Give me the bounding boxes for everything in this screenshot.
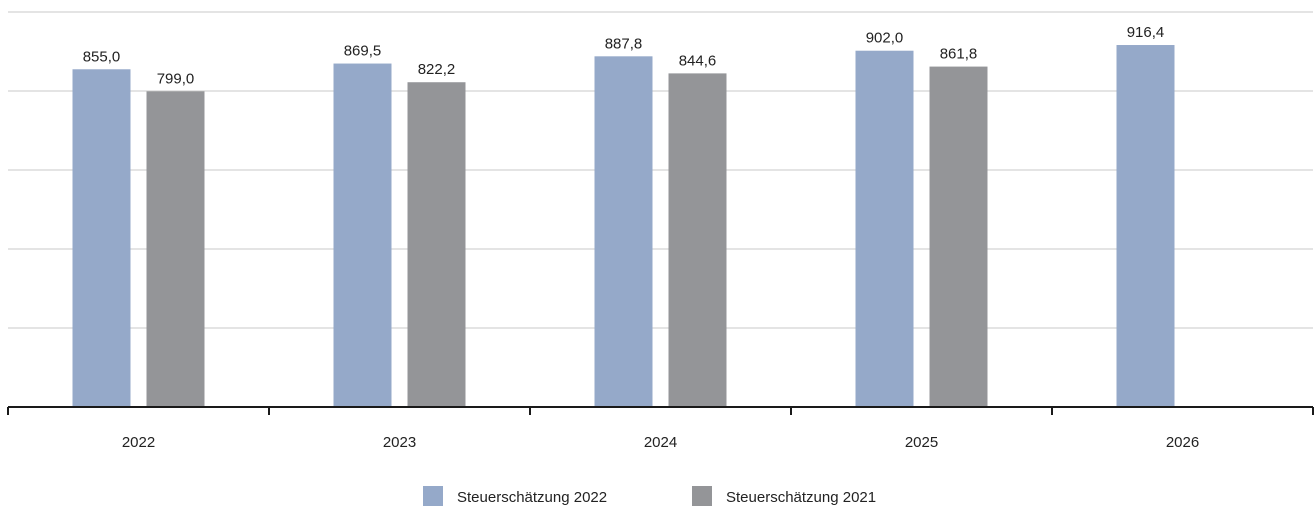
value-label: 799,0 xyxy=(157,70,195,87)
value-labels: 855,0 799,0 869,5 822,2 887,8 844,6 902,0 861,8… xyxy=(83,24,1165,87)
legend-label: Steuerschätzung 2022 xyxy=(457,489,607,506)
value-label: 844,6 xyxy=(679,52,717,69)
gridlines xyxy=(8,11,1313,329)
value-label: 887,8 xyxy=(605,35,643,52)
bars xyxy=(72,45,1175,408)
x-tick-label: 2026 xyxy=(1166,434,1199,451)
x-tick-label: 2025 xyxy=(905,434,938,451)
value-label: 855,0 xyxy=(83,48,121,65)
legend-swatch xyxy=(423,486,443,506)
bar-series-2-2024 xyxy=(668,73,727,408)
value-label: 869,5 xyxy=(344,43,382,60)
legend-label: Steuerschätzung 2021 xyxy=(726,489,876,506)
x-tick-label: 2022 xyxy=(122,434,155,451)
legend: Steuerschätzung 2022 Steuerschätzung 2021 xyxy=(423,486,876,506)
value-label: 916,4 xyxy=(1127,24,1165,41)
value-label: 861,8 xyxy=(940,46,978,63)
legend-swatch xyxy=(692,486,712,506)
bar-series-1-2023 xyxy=(333,63,392,408)
bar-series-2-2022 xyxy=(146,91,205,408)
bar-series-1-2024 xyxy=(594,56,653,407)
bar-series-1-2026 xyxy=(1116,45,1175,407)
x-tick-label: 2024 xyxy=(644,434,677,451)
x-tick-label: 2023 xyxy=(383,434,416,451)
bar-series-2-2023 xyxy=(407,82,466,407)
bar-series-1-2022 xyxy=(72,69,131,408)
value-label: 902,0 xyxy=(866,30,904,47)
bar-series-1-2025 xyxy=(855,50,914,408)
x-axis: 2022 2023 2024 2025 2026 xyxy=(7,406,1314,451)
bar-series-2-2025 xyxy=(929,66,988,408)
value-label: 822,2 xyxy=(418,61,456,78)
